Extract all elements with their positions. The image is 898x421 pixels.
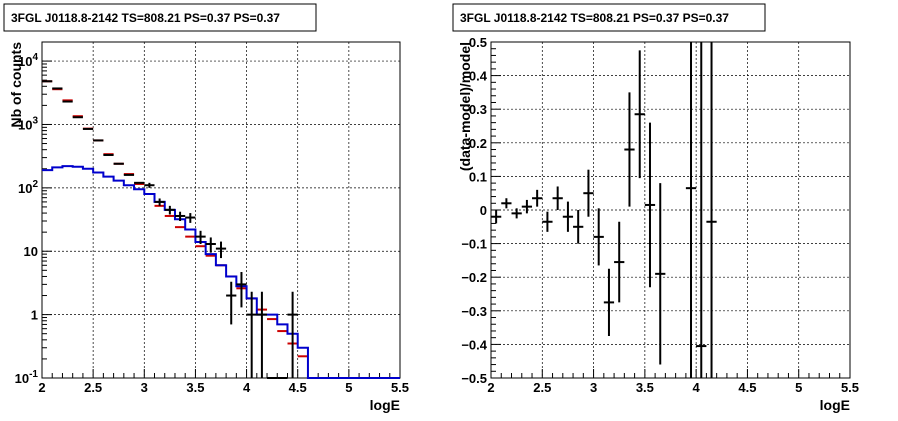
residual-x-tick-label: 5 (795, 380, 802, 395)
counts-x-tick-label: 3 (141, 380, 148, 395)
residual-x-tick-label: 5.5 (841, 380, 859, 395)
residual-y-tick-label: 0.3 (469, 102, 487, 117)
residual-y-axis-title: (data-model)/model (457, 42, 473, 171)
counts-x-tick-label: 2 (38, 380, 45, 395)
residual-x-axis-title: logE (820, 397, 850, 413)
counts-x-tick-label: 5.5 (391, 380, 409, 395)
counts-y-tick-label: 10-1 (15, 369, 39, 386)
residual-x-tick-label: 4 (693, 380, 701, 395)
counts-model-step-line (42, 165, 400, 379)
counts-title: 3FGL J0118.8-2142 TS=808.21 PS=0.37 PS=0… (11, 11, 280, 25)
residual-x-tick-label: 3 (590, 380, 597, 395)
residual-y-tick-label: −0.1 (461, 237, 487, 252)
counts-x-tick-label: 4 (243, 380, 251, 395)
residual-plot-frame (490, 41, 851, 379)
residual-y-tick-label: 0 (480, 203, 487, 218)
counts-series (42, 80, 400, 379)
residual-x-tick-label: 2.5 (533, 380, 551, 395)
counts-plot-frame (41, 41, 401, 379)
residual-x-tick-label: 4.5 (738, 380, 756, 395)
residual-title: 3FGL J0118.8-2142 TS=808.21 PS=0.37 PS=0… (460, 11, 729, 25)
counts-title-box (3, 3, 317, 32)
residual-y-tick-label: 0.1 (469, 169, 487, 184)
counts-x-tick-label: 3.5 (186, 380, 204, 395)
counts-y-tick-label: 1 (31, 308, 38, 323)
residual-y-tick-label: 0.5 (469, 35, 487, 50)
counts-y-tick-label: 10 (24, 244, 38, 259)
residual-grid (491, 42, 850, 378)
counts-x-ticks: 2 2.5 3 3.5 4 4.5 5 5.5 (38, 369, 409, 395)
residual-panel: 3FGL J0118.8-2142 TS=808.21 PS=0.37 PS=0… (452, 3, 859, 413)
residual-y-tick-label: 0.2 (469, 136, 487, 151)
counts-x-tick-label: 5 (345, 380, 352, 395)
counts-y-axis-title: Nb of counts (8, 42, 24, 128)
residual-x-ticks: 2 2.5 3 3.5 4 4.5 5 5.5 (487, 369, 859, 395)
counts-y-tick-label: 102 (18, 179, 38, 196)
residual-x-tick-label: 3.5 (636, 380, 654, 395)
counts-x-tick-label: 4.5 (289, 380, 307, 395)
residual-y-tick-label: −0.2 (461, 270, 487, 285)
residual-y-tick-label: 0.4 (469, 69, 488, 84)
counts-panel: 3FGL J0118.8-2142 TS=808.21 PS=0.37 PS=0… (3, 3, 409, 413)
residual-y-tick-label: −0.5 (461, 371, 487, 386)
counts-x-tick-label: 2.5 (84, 380, 102, 395)
residual-title-box (452, 3, 766, 32)
residual-y-tick-label: −0.4 (461, 337, 487, 352)
residual-y-ticks: −0.5 −0.4 −0.3 −0.2 −0.1 0 0.1 0.2 0.3 0.4 0.5 (461, 35, 501, 386)
counts-x-axis-title: logE (370, 397, 400, 413)
residual-y-tick-label: −0.3 (461, 304, 487, 319)
residual-series (491, 42, 717, 378)
counts-grid (42, 42, 400, 378)
residual-x-tick-label: 2 (487, 380, 494, 395)
